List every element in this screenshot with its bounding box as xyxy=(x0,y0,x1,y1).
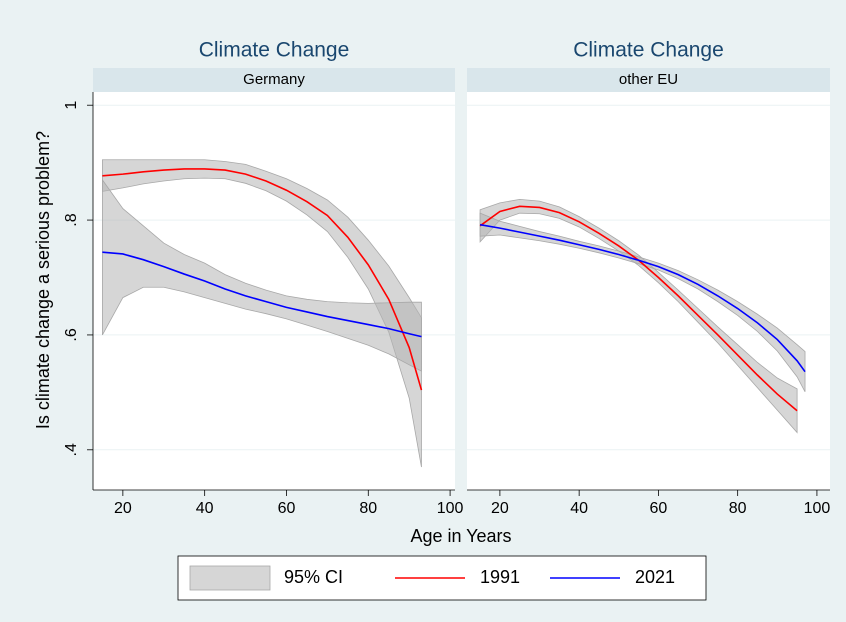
panel-strip xyxy=(467,68,830,92)
ci-band xyxy=(479,198,798,434)
panel-title: Climate Change xyxy=(573,39,724,62)
x-tick-label: 80 xyxy=(729,500,747,517)
x-tick-label: 80 xyxy=(359,500,377,517)
x-tick-label: 100 xyxy=(804,500,831,517)
x-tick-label: 60 xyxy=(278,500,296,517)
panel-subtitle: Germany xyxy=(243,71,305,88)
x-tick-label: 60 xyxy=(650,500,668,517)
ci-band xyxy=(102,178,422,372)
x-tick-label: 40 xyxy=(570,500,588,517)
panel-strip xyxy=(93,68,455,92)
legend-label: 1991 xyxy=(480,567,520,587)
legend-label: 2021 xyxy=(635,567,675,587)
x-tick-label: 20 xyxy=(114,500,132,517)
plot-area xyxy=(467,92,830,490)
panel-subtitle: other EU xyxy=(619,71,678,88)
legend-ci-swatch xyxy=(189,565,271,591)
y-tick-label: .8 xyxy=(63,213,80,226)
x-tick-label: 20 xyxy=(491,500,509,517)
x-tick-label: 100 xyxy=(437,500,464,517)
line-2021 xyxy=(479,223,806,373)
y-axis-label: Is climate change a serious problem? xyxy=(33,131,53,429)
line-2021 xyxy=(102,251,422,338)
x-axis-label: Age in Years xyxy=(410,526,511,546)
y-tick-label: 1 xyxy=(63,101,80,110)
panel-title: Climate Change xyxy=(199,39,350,62)
line-1991 xyxy=(102,168,423,391)
x-tick-label: 40 xyxy=(196,500,214,517)
ci-band xyxy=(102,159,422,468)
y-tick-label: .6 xyxy=(63,328,80,341)
y-tick-label: .4 xyxy=(63,443,80,456)
legend-ci-label: 95% CI xyxy=(284,567,343,587)
